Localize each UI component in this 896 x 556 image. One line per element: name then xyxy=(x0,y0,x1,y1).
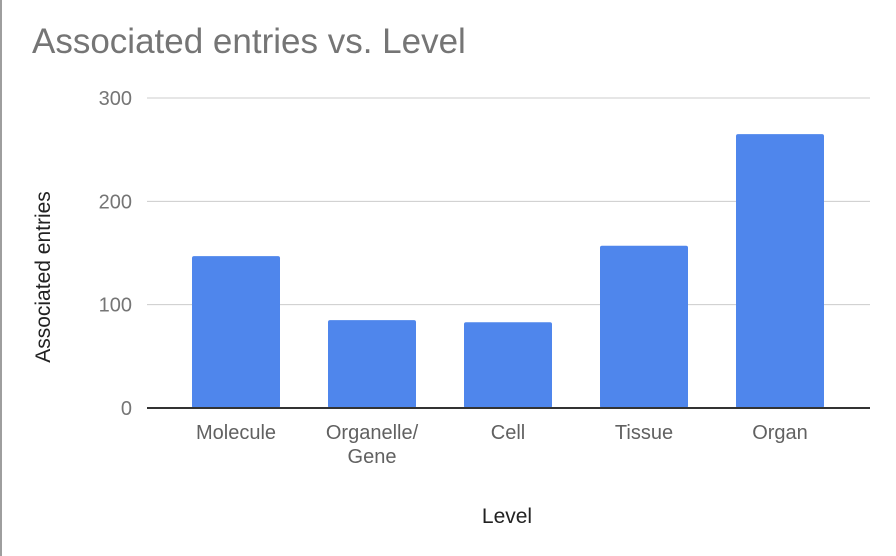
y-axis-title: Associated entries xyxy=(32,191,55,363)
x-axis-title: Level xyxy=(482,505,532,528)
y-tick-label: 300 xyxy=(99,88,132,110)
y-tick-labels: 0 100 200 300 xyxy=(99,88,132,420)
bar xyxy=(328,320,416,408)
category-label: Gene xyxy=(348,446,397,468)
y-tick-label: 100 xyxy=(99,295,132,317)
bar xyxy=(736,134,824,408)
bars xyxy=(192,134,824,408)
category-label: Organelle/ xyxy=(326,422,419,444)
y-tick-label: 200 xyxy=(99,191,132,213)
y-tick-label: 0 xyxy=(121,398,132,420)
bar xyxy=(464,322,552,408)
bar xyxy=(192,256,280,408)
category-label: Cell xyxy=(491,422,525,444)
category-labels: Molecule Organelle/Gene Cell Tissue Organ xyxy=(196,422,808,468)
category-label: Organ xyxy=(752,422,808,444)
bar xyxy=(600,245,688,408)
chart-title: Associated entries vs. Level xyxy=(32,22,466,61)
category-label: Molecule xyxy=(196,422,276,444)
category-label: Tissue xyxy=(615,422,673,444)
